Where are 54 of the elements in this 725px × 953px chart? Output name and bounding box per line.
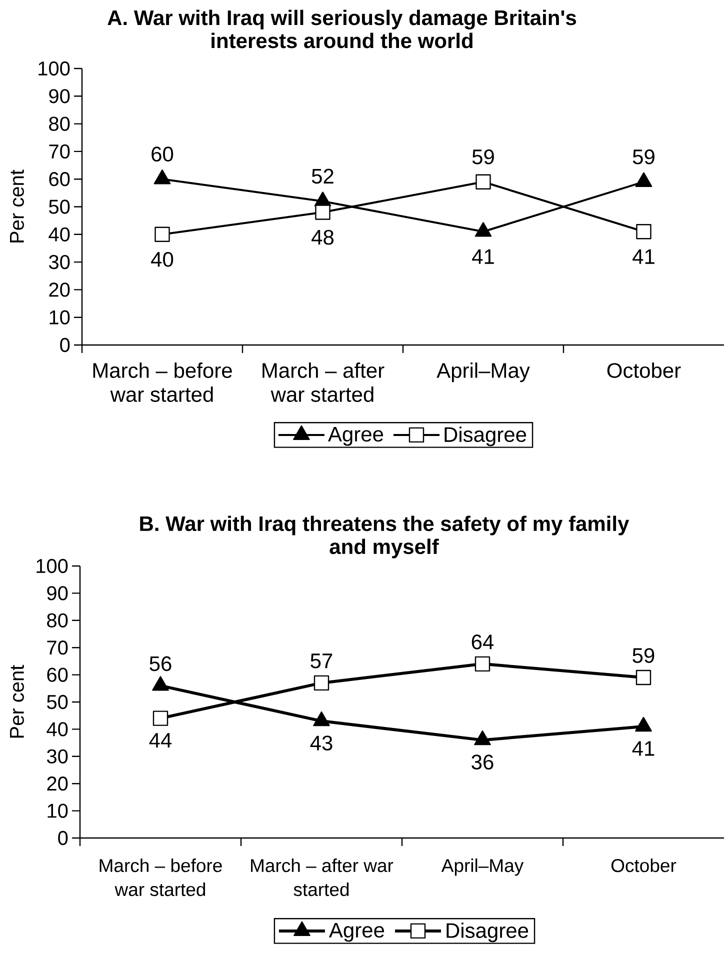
data-label: 57 bbox=[310, 654, 332, 668]
x-tick-label: October bbox=[607, 362, 681, 378]
y-tick-label: 80 bbox=[49, 116, 70, 131]
y-tick-label: 90 bbox=[49, 89, 70, 104]
chart-title: A. War with Iraq will seriously damage Britain's interests around the world bbox=[108, 10, 576, 48]
legend-label: Disagree bbox=[444, 426, 526, 446]
legend-label: Agree bbox=[328, 426, 384, 446]
y-tick-label: 20 bbox=[49, 282, 70, 297]
data-label: 36 bbox=[472, 754, 494, 770]
data-label: 41 bbox=[472, 249, 494, 264]
y-axis-title: Per cent bbox=[10, 664, 24, 738]
y-tick-label: 100 bbox=[38, 61, 70, 76]
y-axis-title: Per cent bbox=[10, 170, 24, 242]
y-tick-label: 40 bbox=[46, 722, 68, 736]
y-tick-label: 30 bbox=[46, 749, 68, 764]
data-label: 48 bbox=[312, 230, 334, 245]
y-tick-label: 100 bbox=[36, 558, 68, 574]
legend-label: Disagree bbox=[446, 922, 528, 942]
y-tick-label: 70 bbox=[49, 144, 70, 159]
y-tick-label: 10 bbox=[50, 310, 70, 324]
data-label: 59 bbox=[472, 149, 494, 164]
y-tick-label: 0 bbox=[58, 830, 68, 846]
data-label: 59 bbox=[632, 648, 654, 663]
data-label: 41 bbox=[632, 249, 654, 264]
data-label: 44 bbox=[149, 733, 172, 748]
x-tick-label: March – after war started bbox=[251, 858, 394, 896]
x-tick-label: April–May bbox=[441, 858, 524, 876]
y-tick-label: 30 bbox=[48, 254, 70, 270]
y-tick-label: 70 bbox=[47, 640, 68, 655]
y-tick-label: 80 bbox=[47, 613, 68, 628]
y-tick-label: 60 bbox=[47, 668, 68, 682]
data-label: 52 bbox=[312, 168, 334, 184]
data-label: 56 bbox=[150, 656, 172, 672]
x-tick-label: April–May bbox=[436, 362, 530, 382]
data-label: 40 bbox=[151, 252, 174, 267]
x-tick-label: October bbox=[611, 858, 676, 872]
x-tick-label: March – after war started bbox=[262, 362, 384, 402]
x-tick-label: March – before war started bbox=[93, 362, 232, 402]
data-label: 60 bbox=[152, 146, 174, 162]
chart-title: B. War with Iraq threatens the safety of my family and myself bbox=[140, 516, 630, 558]
y-tick-label: 10 bbox=[48, 804, 68, 818]
y-tick-label: 90 bbox=[47, 586, 68, 600]
data-label: 64 bbox=[472, 634, 494, 650]
y-tick-label: 60 bbox=[49, 172, 70, 186]
y-tick-label: 50 bbox=[49, 200, 70, 214]
data-label: 41 bbox=[632, 741, 654, 756]
y-tick-label: 0 bbox=[60, 338, 70, 352]
y-tick-label: 20 bbox=[47, 776, 68, 791]
y-tick-label: 50 bbox=[47, 694, 68, 710]
data-label: 43 bbox=[310, 736, 332, 750]
data-label: 59 bbox=[632, 149, 654, 164]
y-tick-label: 40 bbox=[48, 227, 70, 242]
x-tick-label: March – before war started bbox=[100, 858, 222, 896]
legend-label: Agree bbox=[328, 922, 384, 942]
